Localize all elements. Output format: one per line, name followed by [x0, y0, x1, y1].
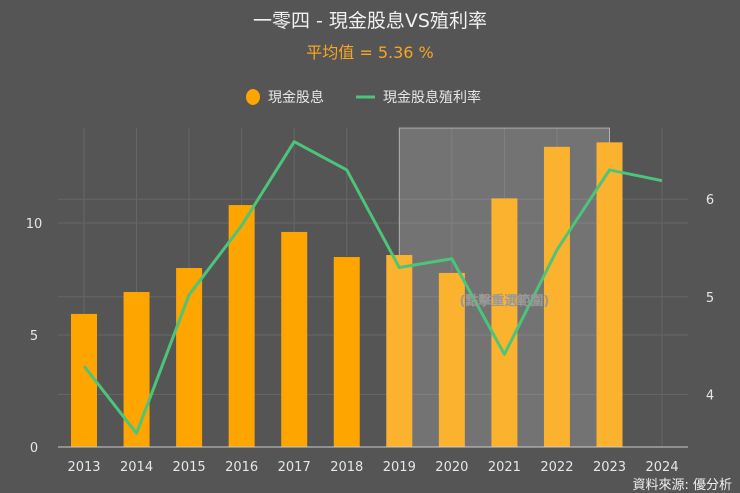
- yield-line: [82, 140, 663, 435]
- left-tick-label: 10: [26, 217, 43, 232]
- chart-subtitle: 平均值 = 5.36 %: [306, 43, 434, 62]
- bar: [491, 198, 518, 447]
- bar: [281, 231, 308, 447]
- left-tick-label: 0: [30, 441, 38, 456]
- x-tick-label: 2024: [646, 460, 679, 475]
- x-tick-label: 2020: [435, 460, 468, 475]
- x-tick-label: 2018: [330, 460, 363, 475]
- x-tick-label: 2013: [67, 460, 100, 475]
- legend-line-label: 現金股息殖利率: [383, 89, 481, 106]
- right-tick-label: 5: [706, 291, 714, 306]
- x-tick-label: 2016: [225, 460, 258, 475]
- bar: [438, 272, 465, 447]
- legend-bar-marker: [246, 89, 260, 105]
- bar: [386, 255, 413, 447]
- right-tick-label: 4: [706, 388, 714, 403]
- x-axis-ticks: 2013 2014 2015 2016 2017 2018 2019 2020 2021 2022…: [67, 460, 678, 475]
- x-tick-label: 2014: [120, 460, 153, 475]
- x-tick-label: 2021: [488, 460, 521, 475]
- x-tick-label: 2017: [278, 460, 311, 475]
- x-tick-label: 2019: [383, 460, 416, 475]
- legend-item-line[interactable]: 現金股息殖利率: [356, 89, 481, 106]
- bar: [543, 146, 570, 447]
- right-axis-ticks: 4 5 6: [706, 193, 714, 403]
- x-tick-label: 2015: [173, 460, 206, 475]
- chart-title: 一零四 - 現金股息VS殖利率: [253, 10, 487, 32]
- legend-item-bar[interactable]: 現金股息: [246, 89, 324, 106]
- x-tick-label: 2022: [540, 460, 573, 475]
- right-tick-label: 6: [706, 193, 714, 208]
- bar: [71, 313, 97, 447]
- left-axis-ticks: 0 5 10: [26, 217, 43, 456]
- bar: [596, 142, 623, 447]
- bar: [333, 257, 360, 447]
- bar: [228, 205, 255, 447]
- legend: 現金股息 現金股息殖利率: [246, 89, 481, 106]
- selection-label[interactable]: (點擊重選範圍): [459, 293, 549, 309]
- legend-bar-label: 現金股息: [268, 89, 324, 106]
- source-label: 資料來源: 優分析: [632, 478, 732, 493]
- left-tick-label: 5: [30, 329, 38, 344]
- x-tick-label: 2023: [593, 460, 626, 475]
